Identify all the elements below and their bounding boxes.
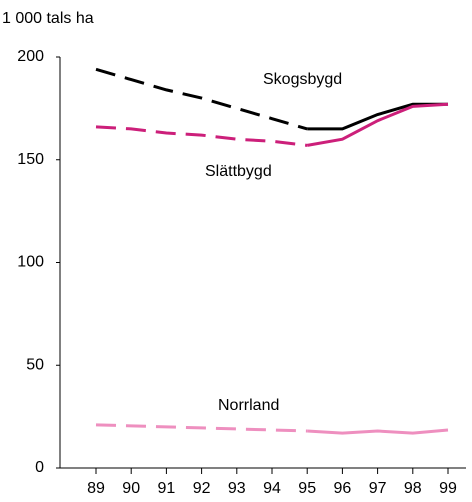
solid-line [307, 428, 449, 435]
x-tick-label: 99 [439, 480, 457, 497]
solid-line [307, 102, 448, 131]
x-tick-label: 93 [228, 480, 246, 497]
y-tick-label: 200 [17, 48, 44, 65]
chart-title: 1 000 tals ha [2, 10, 94, 27]
y-tick-label: 50 [26, 356, 44, 373]
x-tick-label: 98 [404, 480, 422, 497]
x-tick-label: 90 [122, 480, 140, 497]
x-tick-label: 97 [369, 480, 387, 497]
x-tick-label: 96 [334, 480, 352, 497]
x-tick-label: 95 [298, 480, 316, 497]
series-label: Norrland [218, 397, 279, 414]
series-label: Slättbygd [205, 163, 272, 180]
x-tick-label: 91 [158, 480, 176, 497]
y-tick-label: 150 [17, 151, 44, 168]
x-tick-label: 92 [193, 480, 211, 497]
y-tick-label: 0 [35, 459, 44, 476]
dashed-line [95, 125, 308, 147]
solid-line [306, 102, 449, 147]
dashed-line [95, 67, 308, 131]
series-label: Skogsbygd [263, 71, 342, 88]
x-tick-label: 94 [263, 480, 281, 497]
y-tick-label: 100 [17, 254, 44, 271]
x-tick-label: 89 [87, 480, 105, 497]
dashed-line [95, 423, 308, 433]
